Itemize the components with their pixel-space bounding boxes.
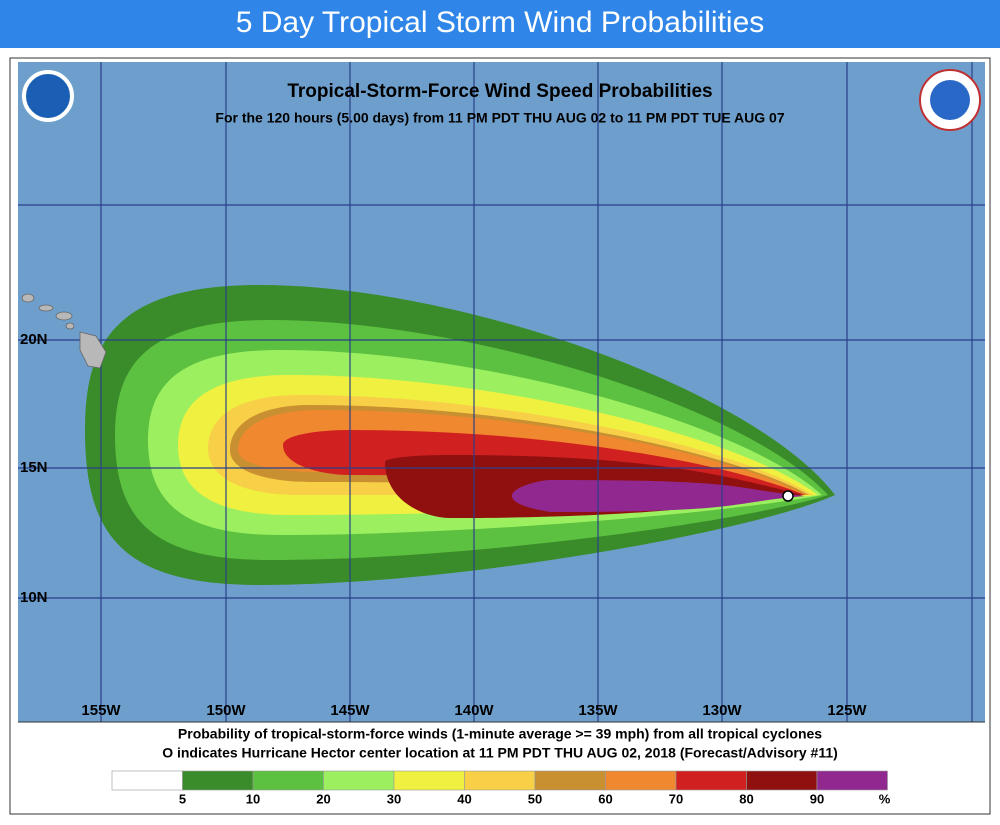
legend-swatch (534, 770, 606, 791)
legend-label: 30 (387, 791, 401, 806)
legend-label: 60 (598, 791, 612, 806)
lon-label: 130W (702, 702, 742, 719)
legend-swatch (605, 770, 677, 791)
legend-swatch (464, 770, 536, 791)
legend-label: 40 (457, 791, 471, 806)
hawaii (21, 293, 107, 369)
map-subtitle: For the 120 hours (5.00 days) from 11 PM… (215, 110, 784, 126)
noaa-logo (22, 70, 74, 122)
legend-swatch (746, 770, 818, 791)
lon-label: 155W (81, 702, 121, 719)
legend-label: 10 (246, 791, 260, 806)
lon-label: 150W (206, 702, 246, 719)
legend-swatch (323, 770, 395, 791)
legend-label: 90 (810, 791, 824, 806)
legend-swatch (111, 770, 183, 791)
legend-label: 50 (528, 791, 542, 806)
legend-label: 20 (316, 791, 330, 806)
lon-label: 140W (454, 702, 494, 719)
lat-label: 15N (20, 459, 48, 476)
contour (512, 480, 805, 512)
legend-label: 70 (669, 791, 683, 806)
legend-swatch (393, 770, 465, 791)
legend-swatch (816, 770, 888, 791)
header-title: 5 Day Tropical Storm Wind Probabilities (236, 6, 765, 39)
note: Probability of tropical-storm-force wind… (178, 726, 822, 742)
legend-swatch (675, 770, 747, 791)
legend-label: % (879, 791, 891, 806)
legend-swatch (252, 770, 324, 791)
map-title: Tropical-Storm-Force Wind Speed Probabil… (287, 81, 712, 102)
legend-label: 5 (179, 791, 186, 806)
lon-label: 145W (330, 702, 370, 719)
graticule (18, 62, 985, 722)
lat-label: 20N (20, 331, 48, 348)
nws-logo-inner (930, 80, 970, 120)
legend-swatch (182, 770, 254, 791)
probability-swath (85, 285, 835, 585)
storm-center (782, 490, 794, 502)
header-bar (0, 0, 1000, 48)
lon-label: 135W (578, 702, 618, 719)
lon-label: 125W (827, 702, 867, 719)
lat-label: 10N (20, 589, 48, 606)
note: O indicates Hurricane Hector center loca… (162, 745, 838, 761)
legend-label: 80 (739, 791, 753, 806)
